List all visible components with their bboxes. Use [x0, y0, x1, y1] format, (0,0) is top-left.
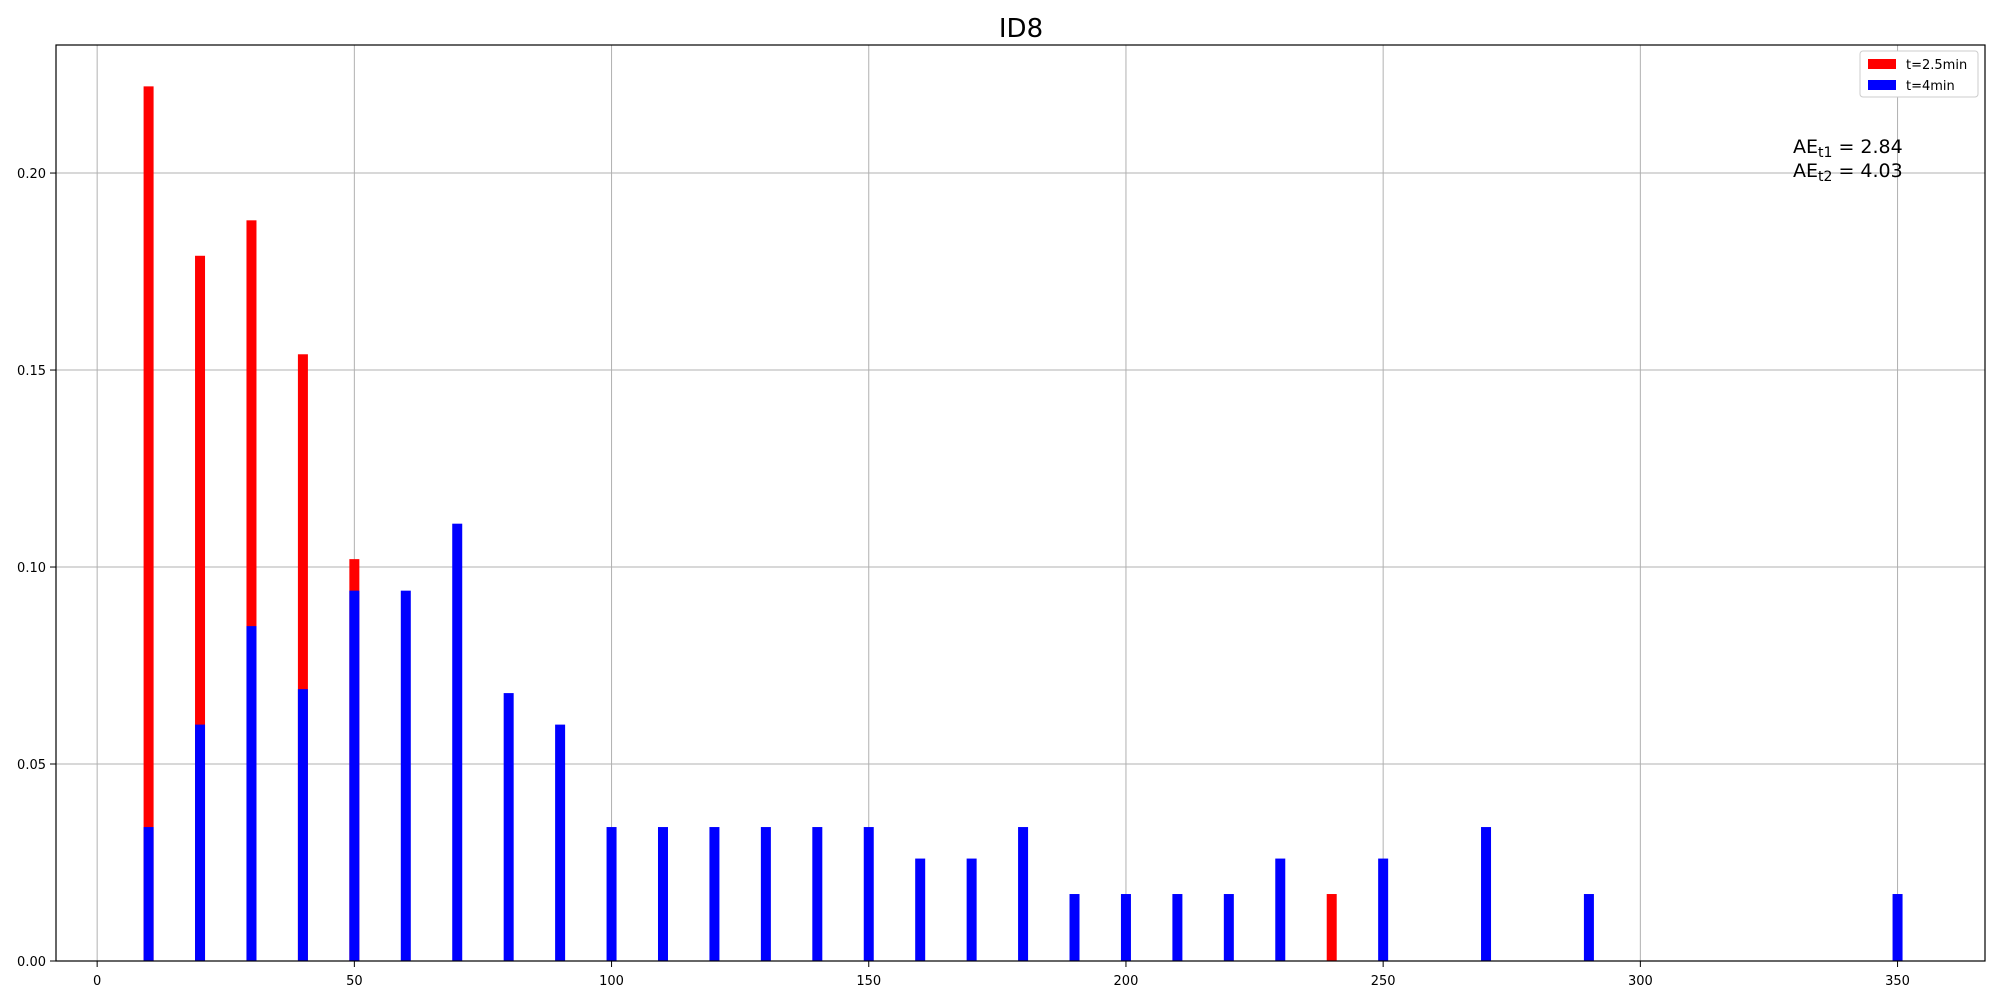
bar-series2 [297, 689, 308, 961]
bar-series1 [195, 255, 206, 961]
bar-series1 [246, 220, 257, 961]
bar-series2 [966, 858, 977, 961]
bar-series1 [1326, 894, 1337, 961]
bar-series2 [1172, 894, 1183, 961]
bar-series2 [503, 693, 514, 961]
x-tick-label: 300 [1628, 974, 1653, 989]
bar-series2 [915, 858, 926, 961]
x-tick-label: 50 [346, 974, 363, 989]
bar-series2 [143, 827, 154, 961]
annotation-subscript: t1 [1818, 145, 1832, 161]
bar-series2 [1223, 894, 1234, 961]
legend-label: t=2.5min [1906, 58, 1967, 73]
bar-series2 [606, 827, 617, 961]
bar-series2 [452, 523, 463, 961]
bar-series2 [863, 827, 874, 961]
y-tick-label: 0.00 [17, 955, 46, 970]
x-tick-label: 150 [856, 974, 881, 989]
x-tick-label: 100 [599, 974, 624, 989]
chart-title: ID8 [999, 14, 1043, 44]
bar-series2 [1069, 894, 1080, 961]
bar-series2 [709, 827, 720, 961]
axes: 0 50 100 150 200 250 300 350 0.00 0.05 0.10 0.15 0.2… [17, 44, 1986, 989]
annotation-text: AEt1 = 2.84 [1793, 136, 1903, 161]
y-tick-label: 0.15 [17, 364, 46, 379]
legend-label: t=4min [1906, 79, 1955, 94]
bar-series2 [1018, 827, 1029, 961]
bar-series2 [1481, 827, 1492, 961]
annotation-base: AE [1793, 160, 1818, 182]
bar-series2 [1378, 858, 1389, 961]
bar-series2 [657, 827, 668, 961]
plot-frame [55, 44, 1986, 962]
bar-series2 [1583, 894, 1594, 961]
bar-series2 [1120, 894, 1131, 961]
grid [56, 45, 1985, 962]
bar-series2 [1275, 858, 1286, 961]
annotation-base: AE [1793, 136, 1818, 158]
x-tick-label: 250 [1371, 974, 1396, 989]
bar-series2 [1892, 894, 1903, 961]
bar-series1 [297, 354, 308, 961]
x-tick-label: 200 [1114, 974, 1139, 989]
bar-series2 [349, 590, 360, 961]
annotation-text: AEt2 = 4.03 [1793, 160, 1903, 185]
legend-swatch [1868, 80, 1896, 90]
legend-swatch [1868, 59, 1896, 69]
x-tick-label: 350 [1885, 974, 1910, 989]
bars [143, 86, 1903, 962]
y-tick-label: 0.05 [17, 758, 46, 773]
annotation-value: = 4.03 [1832, 160, 1902, 182]
x-tick-label: 0 [93, 974, 101, 989]
y-tick-label: 0.10 [17, 561, 46, 576]
bar-series2 [246, 626, 257, 961]
bar-series2 [812, 827, 823, 961]
y-tick-label: 0.20 [17, 167, 46, 182]
annotation-subscript: t2 [1818, 169, 1832, 185]
bar-series2 [400, 590, 411, 961]
bar-series1 [143, 86, 154, 962]
bar-series2 [760, 827, 771, 961]
annotation-value: = 2.84 [1832, 136, 1902, 158]
legend: t=2.5min t=4min [1859, 50, 1979, 98]
bar-series2 [555, 724, 566, 961]
bar-series2 [195, 724, 206, 961]
